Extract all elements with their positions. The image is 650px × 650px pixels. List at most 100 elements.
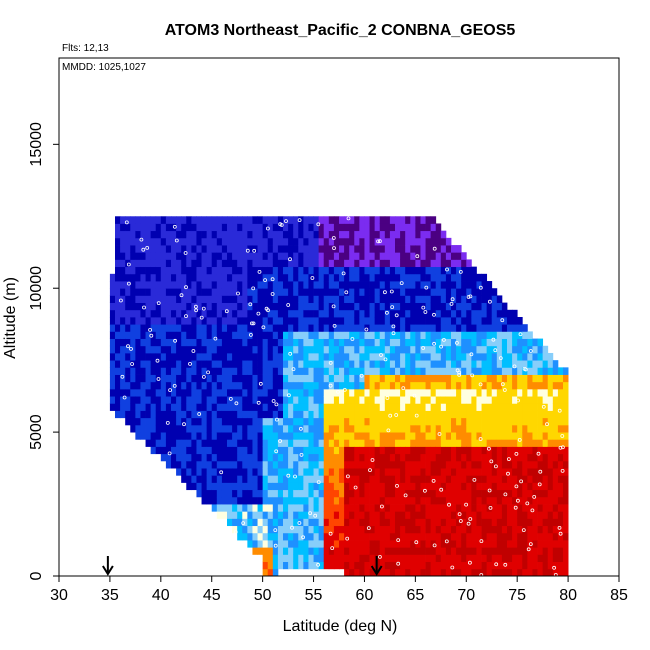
heatmap-cell <box>537 489 544 498</box>
heatmap-cell <box>176 324 182 332</box>
heatmap-cell <box>420 532 426 541</box>
heatmap-cell <box>471 540 477 548</box>
heatmap-cell <box>542 432 549 440</box>
heatmap-cell <box>349 216 355 224</box>
heatmap-cell <box>257 259 264 268</box>
heatmap-cell <box>272 237 279 246</box>
heatmap-cell <box>400 424 406 433</box>
heatmap-cell <box>344 396 350 404</box>
heatmap-cell <box>415 237 421 246</box>
heatmap-cell <box>537 345 544 354</box>
heatmap-cell <box>364 281 370 289</box>
heatmap-cell <box>247 230 253 239</box>
heatmap-cell <box>298 547 304 555</box>
heatmap-cell <box>196 223 202 232</box>
heatmap-cell <box>522 403 528 411</box>
heatmap-cell <box>456 309 462 318</box>
heatmap-cell <box>252 273 258 282</box>
observation-point <box>359 373 364 378</box>
heatmap-cell <box>191 237 197 246</box>
observation-point <box>261 325 266 330</box>
heatmap-cell <box>384 417 391 426</box>
heatmap-cell <box>339 460 345 469</box>
heatmap-cell <box>160 381 167 390</box>
heatmap-cell <box>277 223 284 232</box>
heatmap-cell <box>130 245 136 253</box>
heatmap-cell <box>364 388 370 397</box>
heatmap-cell <box>272 360 279 368</box>
heatmap-cell <box>420 381 426 390</box>
observation-point <box>377 239 382 244</box>
heatmap-cell <box>552 554 559 563</box>
heatmap-cell <box>186 410 192 419</box>
heatmap-cell <box>384 302 391 311</box>
heatmap-cell <box>384 237 391 246</box>
heatmap-cell <box>201 216 208 224</box>
heatmap-cell <box>267 367 274 375</box>
heatmap-cell <box>527 381 533 390</box>
heatmap-cell <box>522 338 528 347</box>
heatmap-cell <box>532 468 538 476</box>
heatmap-cell <box>155 245 162 253</box>
heatmap-cell <box>216 281 223 289</box>
heatmap-cell <box>130 216 136 224</box>
heatmap-cell <box>517 511 523 519</box>
heatmap-cell <box>364 381 370 390</box>
heatmap-cell <box>557 532 564 541</box>
heatmap-cell <box>456 259 462 268</box>
heatmap-cell <box>191 468 197 476</box>
heatmap-cell <box>476 417 482 426</box>
heatmap-cell <box>267 266 274 275</box>
heatmap-cell <box>456 439 462 447</box>
heatmap-cell <box>150 331 157 339</box>
heatmap-cell <box>491 338 498 347</box>
observation-point <box>167 451 172 456</box>
heatmap-cell <box>456 482 462 491</box>
heatmap-cell <box>191 331 197 339</box>
heatmap-cell <box>456 281 462 289</box>
heatmap-cell <box>369 453 376 462</box>
heatmap-cell <box>445 403 452 411</box>
heatmap-cell <box>211 482 218 491</box>
heatmap-cell <box>333 504 340 512</box>
heatmap-cell <box>405 511 411 519</box>
heatmap-cell <box>186 252 192 260</box>
heatmap-cell <box>557 518 564 527</box>
heatmap-cell <box>109 396 116 404</box>
heatmap-cell <box>451 475 457 483</box>
heatmap-cell <box>344 424 350 433</box>
heatmap-cell <box>328 381 335 390</box>
heatmap-cell <box>206 403 213 411</box>
heatmap-cell <box>283 460 289 469</box>
heatmap-cell <box>364 511 370 519</box>
heatmap-cell <box>221 403 228 411</box>
observation-point <box>437 432 442 436</box>
heatmap-cell <box>339 540 345 548</box>
heatmap-cell <box>425 360 432 368</box>
heatmap-cell <box>130 417 136 426</box>
heatmap-cell <box>527 410 533 419</box>
heatmap-cell <box>389 338 396 347</box>
observation-point <box>256 311 261 316</box>
heatmap-cell <box>501 309 508 318</box>
heatmap-cell <box>140 410 146 419</box>
heatmap-cell <box>125 230 131 239</box>
heatmap-cell <box>298 532 304 541</box>
heatmap-cell <box>165 317 172 325</box>
heatmap-cell <box>374 374 381 383</box>
heatmap-cell <box>247 252 253 260</box>
heatmap-cell <box>435 496 442 505</box>
heatmap-cell <box>501 410 508 419</box>
heatmap-cell <box>410 295 416 304</box>
heatmap-cell <box>410 245 416 253</box>
heatmap-cell <box>201 417 208 426</box>
heatmap-cell <box>410 381 416 390</box>
heatmap-cell <box>237 352 243 361</box>
heatmap-cell <box>557 403 564 411</box>
heatmap-cell <box>216 417 223 426</box>
heatmap-cell <box>308 460 314 469</box>
observation-point <box>500 318 505 323</box>
heatmap-cell <box>410 259 416 268</box>
heatmap-cell <box>481 439 488 447</box>
heatmap-cell <box>374 511 381 519</box>
